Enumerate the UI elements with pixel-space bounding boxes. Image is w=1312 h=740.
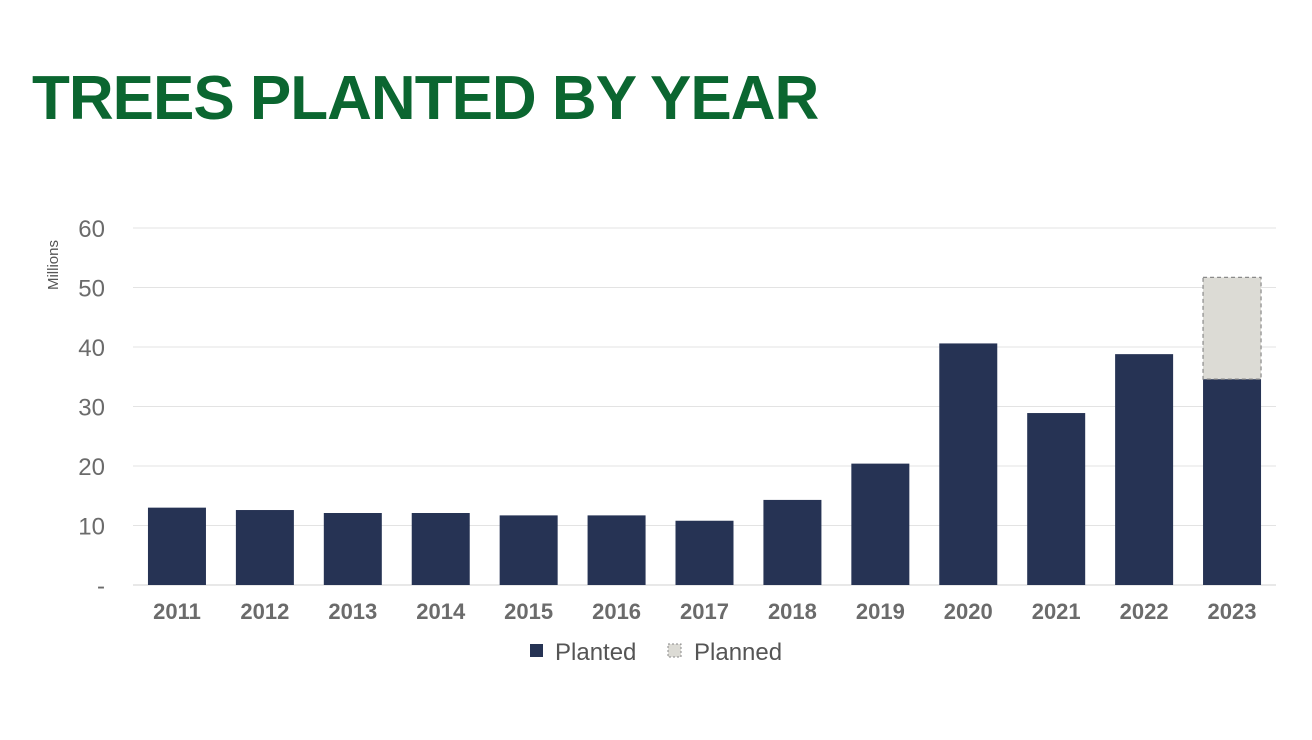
- y-axis-ticks: - 10 20 30 40 50 60: [78, 216, 105, 600]
- y-tick-label: 60: [78, 216, 105, 243]
- bar-planted: [587, 515, 646, 585]
- y-tick-label: -: [97, 573, 105, 600]
- y-axis-label: Millions: [45, 240, 62, 290]
- bar-planted: [499, 515, 558, 585]
- x-tick-label: 2018: [768, 599, 817, 624]
- x-tick-label: 2023: [1208, 599, 1257, 624]
- bar-planted: [763, 499, 822, 585]
- legend-label-planted: Planted: [555, 639, 636, 666]
- x-tick-label: 2021: [1032, 599, 1081, 624]
- legend: Planted Planned: [530, 639, 782, 666]
- x-tick-label: 2017: [680, 599, 729, 624]
- x-tick-label: 2019: [856, 599, 905, 624]
- x-tick-label: 2011: [153, 599, 201, 624]
- bar-planted: [939, 343, 998, 585]
- x-axis-ticks: 2011 2012 2013 2014 2015 2016 2017 2018 2019 2020…: [153, 599, 1256, 624]
- bar-planted: [1027, 413, 1086, 585]
- bars: [147, 276, 1262, 585]
- legend-label-planned: Planned: [694, 639, 782, 666]
- legend-swatch-planned: [667, 643, 682, 658]
- x-tick-label: 2012: [240, 599, 289, 624]
- x-tick-label: 2022: [1120, 599, 1169, 624]
- y-tick-label: 30: [78, 395, 105, 422]
- y-tick-label: 40: [78, 335, 105, 362]
- legend-swatch-planted: [530, 644, 543, 657]
- x-tick-label: 2016: [592, 599, 641, 624]
- bar-planted: [851, 463, 910, 585]
- bar-planted: [147, 507, 206, 585]
- x-tick-label: 2014: [416, 599, 466, 624]
- bar-planted: [1115, 354, 1174, 585]
- y-tick-label: 50: [78, 276, 105, 303]
- bar-planted: [411, 513, 470, 585]
- bar-planted: [323, 513, 382, 585]
- y-tick-label: 10: [78, 514, 105, 541]
- x-tick-label: 2015: [504, 599, 553, 624]
- bar-planted: [1203, 379, 1262, 585]
- bar-planted: [235, 510, 294, 585]
- x-tick-label: 2020: [944, 599, 993, 624]
- bar-planted: [675, 520, 734, 585]
- x-tick-label: 2013: [328, 599, 377, 624]
- bar-planned: [1202, 276, 1262, 380]
- y-tick-label: 20: [78, 454, 105, 481]
- chart-title: TREES PLANTED BY YEAR: [32, 64, 819, 133]
